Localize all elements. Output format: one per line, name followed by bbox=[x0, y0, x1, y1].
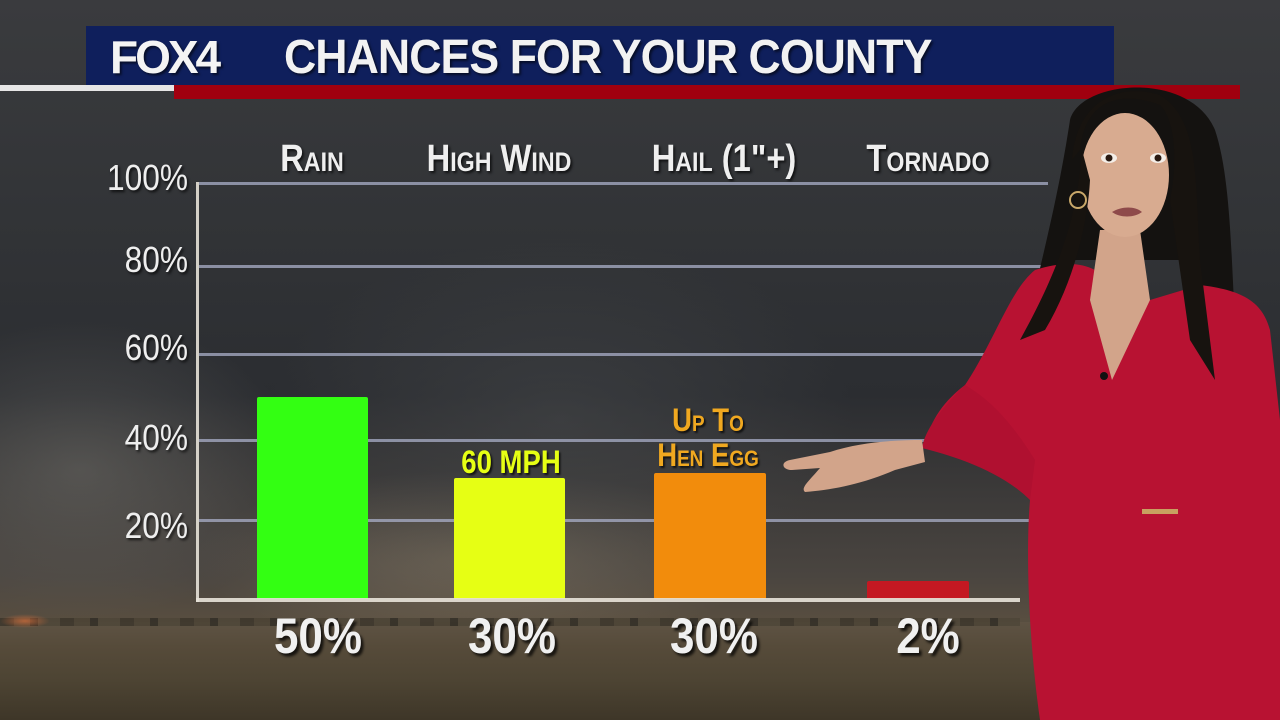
gridline-60 bbox=[199, 353, 1048, 356]
field-ground bbox=[0, 622, 1280, 720]
y-tick-20: 20% bbox=[124, 505, 188, 546]
bar-high-wind bbox=[454, 478, 565, 599]
y-tick-80: 80% bbox=[124, 239, 188, 280]
bar-rain bbox=[257, 397, 368, 599]
header-white-stripe bbox=[0, 85, 174, 91]
annotation-wind-speed: 60 MPH bbox=[461, 444, 561, 480]
y-tick-100: 100% bbox=[106, 157, 188, 198]
header-banner bbox=[86, 26, 1114, 88]
category-label-hail: Hail (1"+) bbox=[651, 138, 797, 180]
y-tick-60: 60% bbox=[124, 327, 188, 368]
category-label-high-wind: High Wind bbox=[426, 138, 572, 180]
sun-glow bbox=[0, 614, 50, 628]
annotation-hail-line2: Hen Egg bbox=[657, 437, 759, 473]
category-label-tornado: Tornado bbox=[866, 138, 990, 180]
bar-hail bbox=[654, 473, 766, 599]
fox4-logo: FOX4 bbox=[110, 31, 221, 83]
category-label-rain: Rain bbox=[280, 138, 344, 180]
tree-line bbox=[0, 618, 1020, 626]
value-label-tornado: 2% bbox=[896, 608, 960, 664]
annotation-hail-line1: Up To bbox=[672, 402, 744, 438]
y-axis bbox=[196, 182, 199, 602]
gridline-40 bbox=[199, 439, 1048, 442]
gridline-20 bbox=[199, 519, 1048, 522]
x-axis-baseline bbox=[196, 598, 1020, 602]
gridline-80 bbox=[199, 265, 1048, 268]
page-title: CHANCES FOR YOUR COUNTY bbox=[284, 31, 932, 84]
value-label-hail: 30% bbox=[669, 608, 759, 664]
y-tick-40: 40% bbox=[124, 417, 188, 458]
value-label-rain: 50% bbox=[273, 608, 363, 664]
header-red-stripe bbox=[174, 85, 1240, 99]
value-label-high-wind: 30% bbox=[467, 608, 557, 664]
gridline-100 bbox=[199, 182, 1048, 185]
bar-tornado bbox=[867, 581, 969, 599]
